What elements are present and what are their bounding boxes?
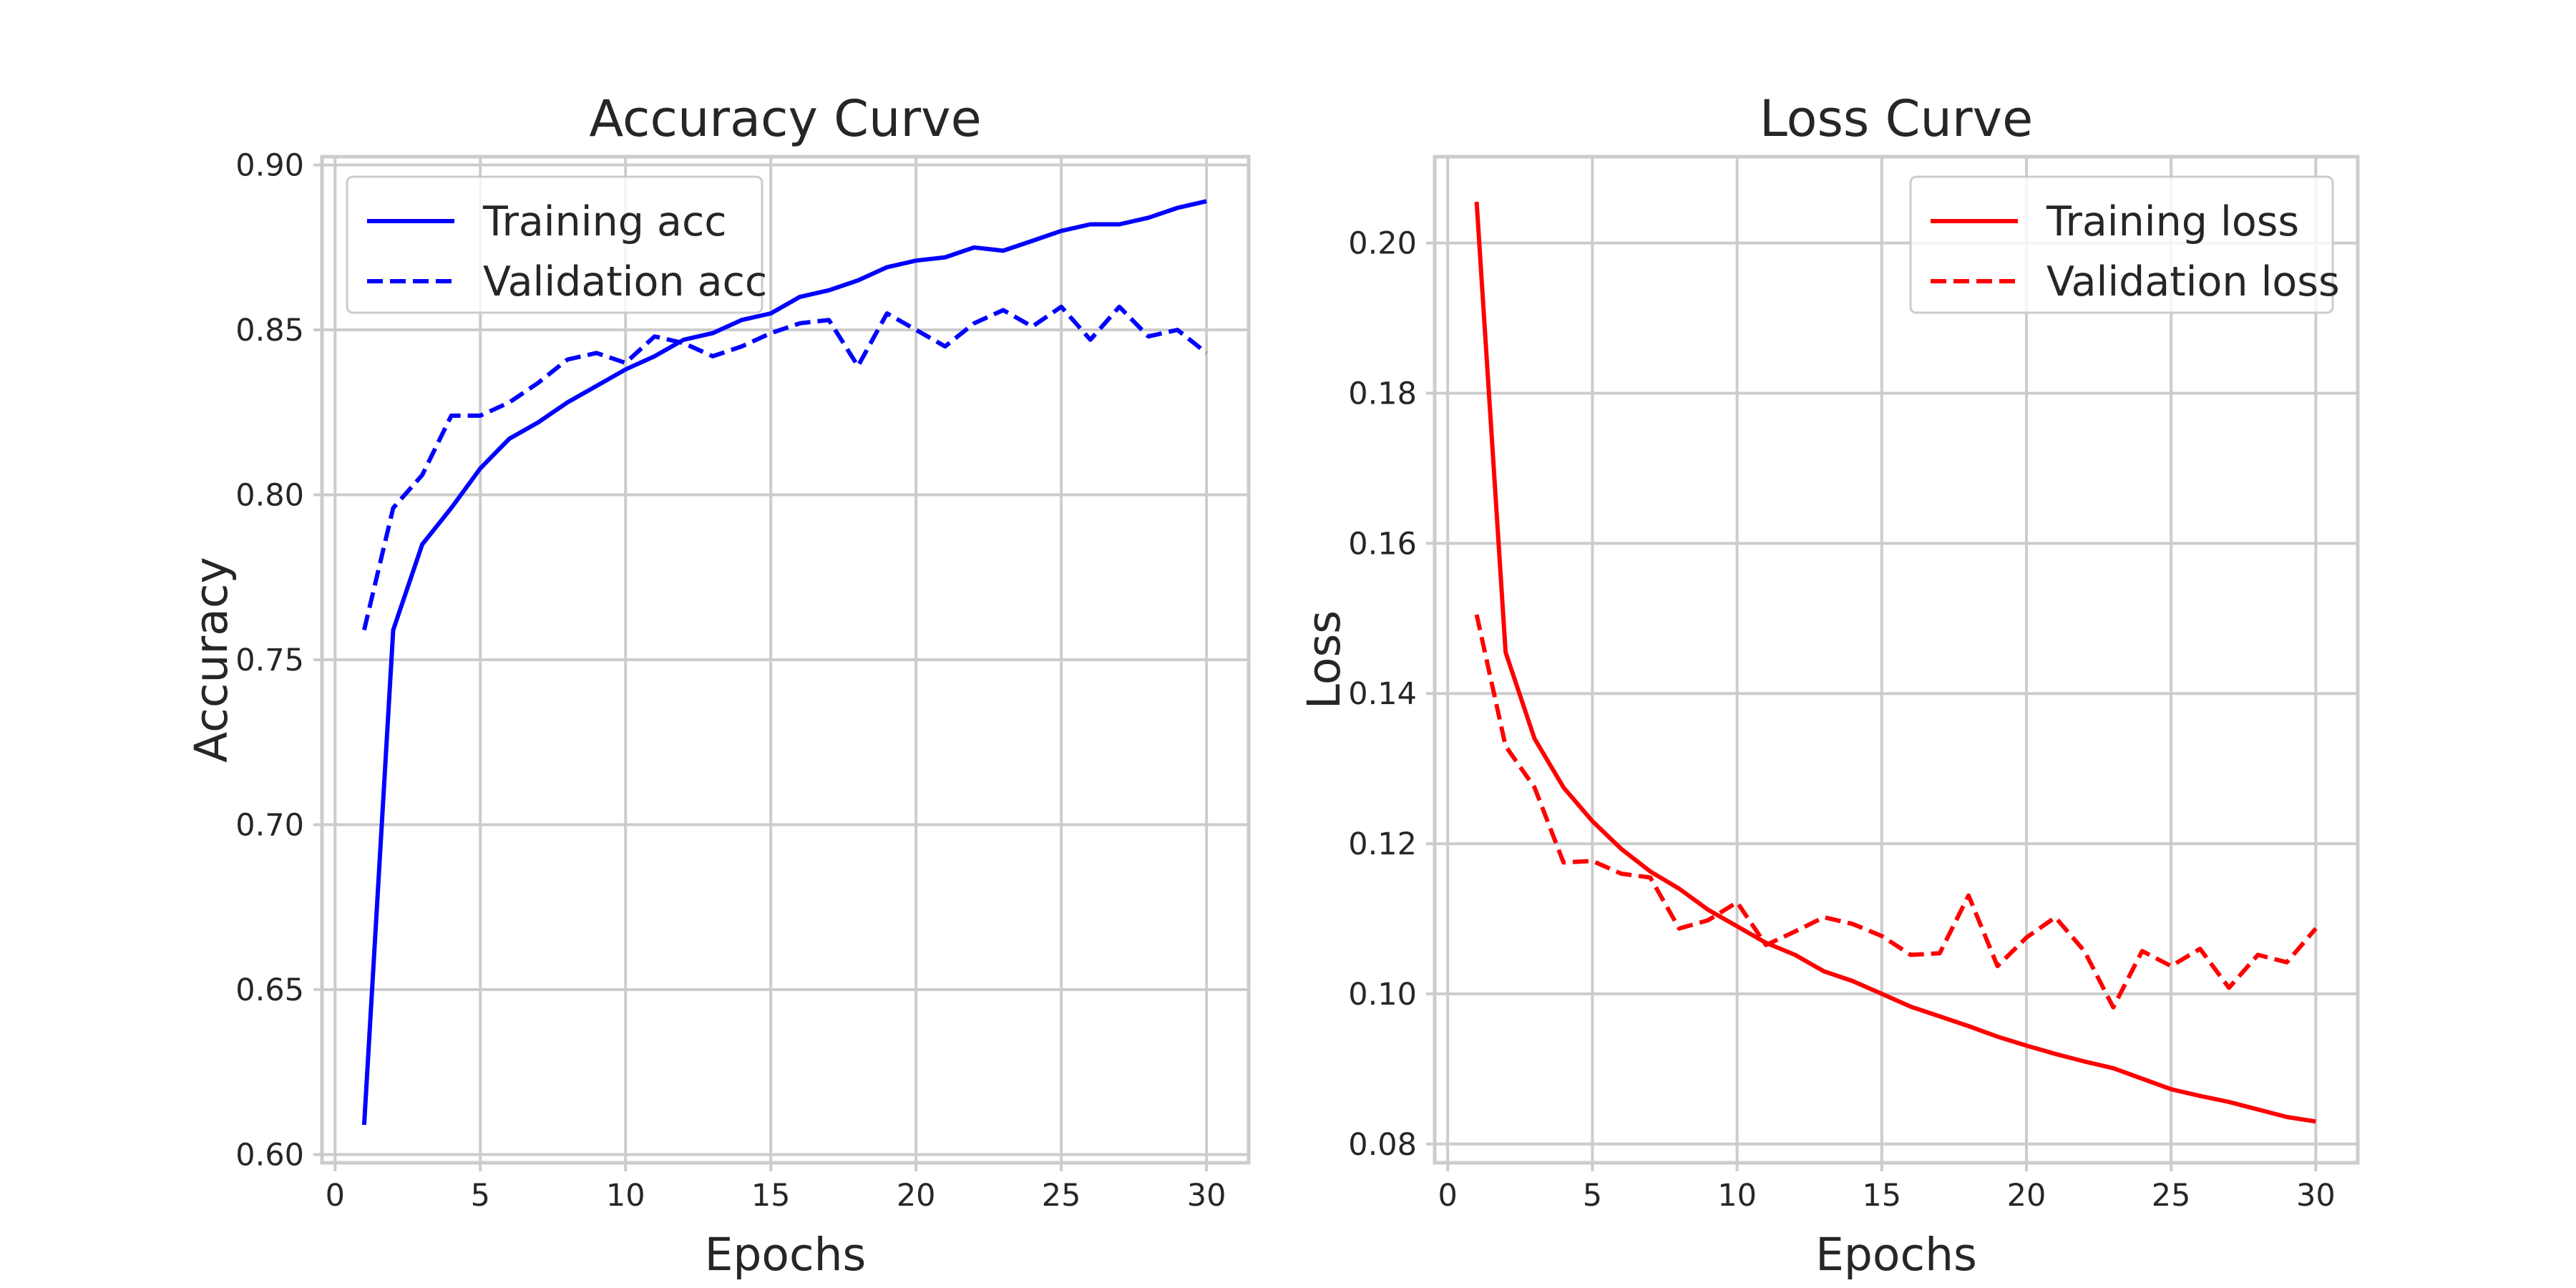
loss-x-axis-label: Epochs	[1815, 1229, 1977, 1281]
accuracy-legend-label: Validation acc	[483, 258, 767, 306]
loss-x-tick-label: 25	[2152, 1178, 2191, 1214]
accuracy-series-validation-line	[361, 304, 1208, 631]
accuracy-series-training-line	[361, 199, 1207, 1126]
accuracy-y-tick-label: 0.65	[235, 972, 304, 1008]
loss-chart-title: Loss Curve	[1760, 89, 2033, 148]
loss-legend-box	[1909, 175, 2334, 314]
accuracy-x-tick-label: 5	[471, 1178, 490, 1214]
accuracy-legend: Training acc Validation acc	[346, 175, 767, 314]
loss-y-tick-label: 0.20	[1348, 226, 1417, 262]
loss-y-tick-label: 0.18	[1348, 376, 1417, 412]
accuracy-x-tick-label: 20	[897, 1178, 936, 1214]
accuracy-x-tick-label: 30	[1187, 1178, 1226, 1214]
accuracy-legend-box	[346, 175, 763, 314]
loss-x-tick-label: 30	[2296, 1178, 2336, 1214]
accuracy-x-tick-label: 25	[1042, 1178, 1081, 1214]
loss-x-tick-label: 15	[1862, 1178, 1901, 1214]
loss-y-tick-label: 0.10	[1348, 977, 1417, 1013]
loss-legend-label: Validation loss	[2046, 258, 2340, 306]
loss-x-tick-label: 5	[1583, 1178, 1602, 1214]
accuracy-ticks: 0 5 10 15 20 25 30 0.60 0.65 0.70 0.75 0.80 0.85 0.90	[235, 148, 1226, 1214]
loss-x-tick-label: 0	[1438, 1178, 1458, 1214]
loss-x-tick-label: 10	[1717, 1178, 1757, 1214]
loss-y-tick-label: 0.08	[1348, 1127, 1417, 1163]
loss-y-tick-label: 0.12	[1348, 826, 1417, 862]
accuracy-series	[361, 199, 1208, 1126]
loss-series-training-line	[1474, 201, 2316, 1124]
accuracy-y-axis-label: Accuracy	[185, 557, 238, 763]
loss-y-tick-label: 0.14	[1348, 676, 1417, 712]
loss-legend: Training loss Validation loss	[1909, 175, 2340, 314]
loss-series-validation-line	[1474, 614, 2318, 1010]
loss-chart: 0 5 10 15 20 25 30 0.08 0.10 0.12 0.14 0.16 0.18 0.20…	[1298, 89, 2360, 1281]
accuracy-x-tick-label: 10	[606, 1178, 645, 1214]
loss-y-tick-label: 0.16	[1348, 526, 1417, 562]
accuracy-y-tick-label: 0.70	[235, 807, 304, 843]
accuracy-chart: 0 5 10 15 20 25 30 0.60 0.65 0.70 0.75 0.80 0.85 0.90…	[185, 89, 1251, 1281]
accuracy-x-tick-label: 0	[326, 1178, 345, 1214]
loss-y-axis-label: Loss	[1298, 610, 1350, 709]
accuracy-y-tick-label: 0.80	[235, 478, 304, 514]
accuracy-x-axis-label: Epochs	[705, 1229, 867, 1281]
accuracy-chart-title: Accuracy Curve	[589, 89, 981, 148]
accuracy-legend-label: Training acc	[482, 198, 727, 245]
accuracy-y-tick-label: 0.60	[235, 1137, 304, 1173]
accuracy-y-tick-label: 0.90	[235, 148, 304, 184]
loss-legend-label: Training loss	[2046, 198, 2299, 245]
loss-ticks: 0 5 10 15 20 25 30 0.08 0.10 0.12 0.14 0.16 0.18 0.20	[1348, 226, 2335, 1214]
loss-series	[1474, 201, 2318, 1124]
accuracy-y-tick-label: 0.75	[235, 643, 304, 678]
accuracy-grid	[322, 157, 1249, 1163]
accuracy-y-tick-label: 0.85	[235, 313, 304, 348]
accuracy-x-tick-label: 15	[751, 1178, 791, 1214]
loss-plot-frame	[1433, 155, 2360, 1165]
loss-x-tick-label: 20	[2007, 1178, 2046, 1214]
loss-grid	[1435, 157, 2358, 1163]
